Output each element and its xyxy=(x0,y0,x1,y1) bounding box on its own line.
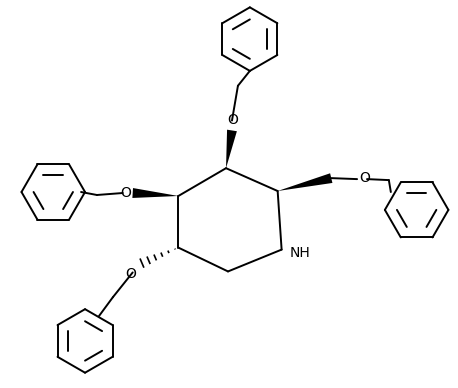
Text: O: O xyxy=(228,113,239,128)
Polygon shape xyxy=(278,173,333,191)
Text: O: O xyxy=(125,267,136,281)
Polygon shape xyxy=(226,130,237,168)
Polygon shape xyxy=(132,188,178,198)
Text: NH: NH xyxy=(289,246,311,260)
Text: O: O xyxy=(359,171,370,185)
Text: O: O xyxy=(120,186,131,200)
